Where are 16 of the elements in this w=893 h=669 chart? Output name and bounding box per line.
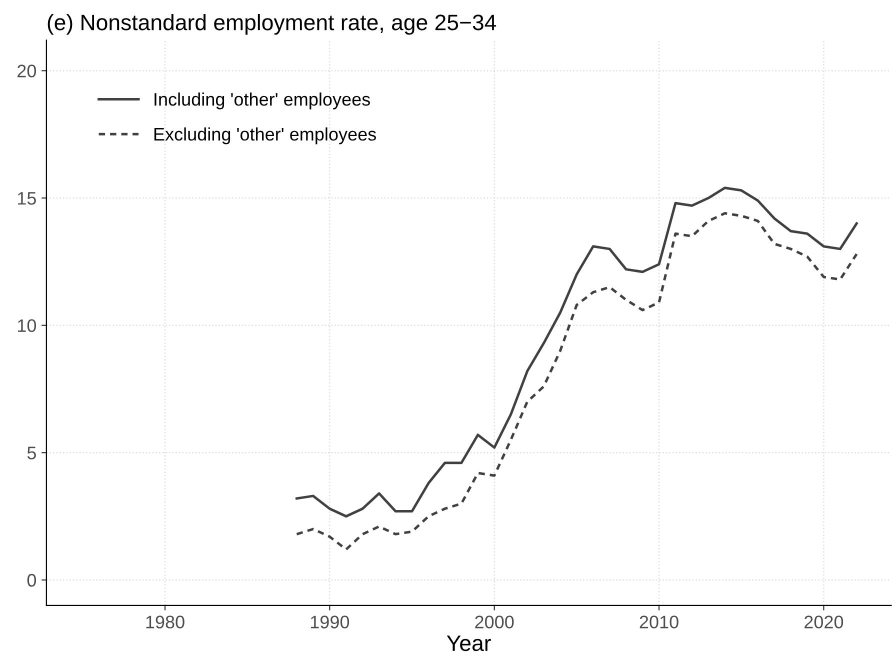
x-axis-title: Year bbox=[446, 636, 491, 652]
x-tick-label: 2010 bbox=[640, 616, 678, 628]
x-tick-label: 1990 bbox=[310, 616, 350, 628]
y-tick-label: 5 bbox=[27, 446, 36, 460]
x-tick-label: 1980 bbox=[146, 616, 184, 628]
y-tick-label: 0 bbox=[27, 574, 36, 587]
line-series bbox=[295, 186, 858, 518]
y-tick-label: 15 bbox=[18, 192, 36, 205]
chart-title: (e) Nonstandard employment rate, age 25−34 bbox=[48, 14, 496, 35]
x-tick-label: 2000 bbox=[475, 616, 514, 628]
legend-label: Excluding 'other' employees bbox=[154, 127, 376, 144]
legend-label: Including 'other' employees bbox=[154, 92, 370, 110]
y-tick-label: 10 bbox=[18, 319, 36, 332]
line-series bbox=[295, 212, 858, 551]
y-tick-label: 20 bbox=[18, 64, 36, 78]
x-tick-label: 2020 bbox=[804, 616, 844, 628]
